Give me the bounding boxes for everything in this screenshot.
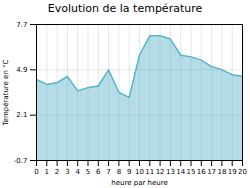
- svg-text:11: 11: [145, 168, 154, 176]
- svg-text:9: 9: [127, 168, 131, 176]
- svg-text:8: 8: [117, 168, 121, 176]
- svg-text:3: 3: [65, 168, 69, 176]
- svg-text:4.9: 4.9: [16, 66, 27, 74]
- svg-text:1: 1: [45, 168, 49, 176]
- html-text:Evolution de la température: Evolution de la température: [47, 2, 203, 15]
- svg-text:17: 17: [207, 168, 216, 176]
- svg-text:12: 12: [156, 168, 165, 176]
- svg-text:6: 6: [96, 168, 101, 176]
- svg-text:7: 7: [106, 168, 110, 176]
- svg-text:14: 14: [176, 168, 185, 176]
- svg-text:2.1: 2.1: [16, 111, 27, 119]
- svg-text:13: 13: [166, 168, 175, 176]
- svg-text:16: 16: [197, 168, 206, 176]
- svg-text:7.7: 7.7: [16, 21, 27, 29]
- svg-text:-0.7: -0.7: [14, 157, 28, 165]
- svg-text:2: 2: [55, 168, 59, 176]
- svg-text:heure par heure: heure par heure: [111, 179, 167, 187]
- svg-text:18: 18: [217, 168, 226, 176]
- svg-text:Température en °C: Température en °C: [2, 59, 10, 126]
- svg-text:5: 5: [86, 168, 90, 176]
- svg-text:20: 20: [238, 168, 247, 176]
- svg-text:4: 4: [75, 168, 80, 176]
- svg-text:15: 15: [187, 168, 196, 176]
- svg-text:10: 10: [135, 168, 144, 176]
- svg-text:19: 19: [228, 168, 237, 176]
- svg-text:0: 0: [34, 168, 38, 176]
